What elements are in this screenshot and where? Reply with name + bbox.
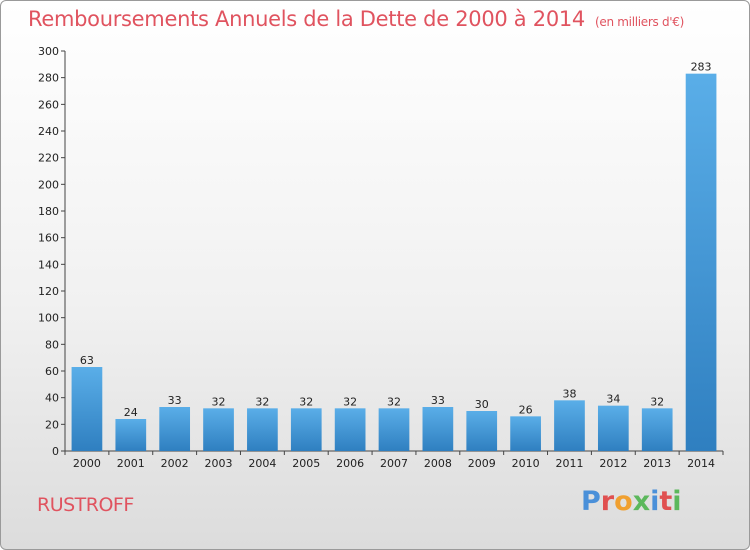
y-tick-label: 40 <box>45 392 59 405</box>
x-tick-label: 2011 <box>555 457 583 470</box>
bar-2004 <box>247 408 278 451</box>
y-tick-label: 60 <box>45 365 59 378</box>
data-label-2011: 38 <box>562 387 576 400</box>
y-tick-label: 80 <box>45 338 59 351</box>
x-tick-label: 2009 <box>468 457 496 470</box>
logo-letter: i <box>650 486 660 517</box>
x-tick-label: 2013 <box>643 457 671 470</box>
title-unit: (en milliers d'€) <box>595 15 685 29</box>
data-label-2014: 283 <box>691 61 712 74</box>
chart-title: Remboursements Annuels de la Dette de 20… <box>28 7 684 31</box>
y-tick-label: 180 <box>38 205 59 218</box>
bar-2014 <box>685 73 717 452</box>
bar-2006 <box>334 408 366 451</box>
proxiti-logo[interactable]: Proxiti <box>581 486 682 517</box>
y-tick-label: 240 <box>38 125 59 138</box>
data-label-2002: 33 <box>168 394 182 407</box>
bars <box>71 73 717 452</box>
y-tick-label: 160 <box>38 232 59 245</box>
data-label-2008: 33 <box>431 394 445 407</box>
logo-letter: t <box>659 486 673 517</box>
commune-name: RUSTROFF <box>37 494 134 516</box>
x-tick-label: 2006 <box>336 457 364 470</box>
y-tick-label: 260 <box>38 98 59 111</box>
x-tick-label: 2012 <box>599 457 627 470</box>
logo-letter: P <box>581 486 601 517</box>
bar-2012 <box>597 405 629 451</box>
data-label-2006: 32 <box>343 395 357 408</box>
x-tick-label: 2014 <box>687 457 715 470</box>
y-tick-label: 200 <box>38 178 59 191</box>
x-axis: 2000 2001 2002 2003 2004 2005 2006 2007 2008 2009… <box>64 450 724 470</box>
bar-2007 <box>378 408 410 451</box>
bar-2002 <box>159 407 191 451</box>
x-tick-label: 2007 <box>380 457 408 470</box>
y-tick-label: 220 <box>38 152 59 165</box>
x-tick-label: 2000 <box>73 457 101 470</box>
data-label-2000: 63 <box>80 354 94 367</box>
x-tick-label: 2004 <box>248 457 276 470</box>
y-axis: 0 20 40 60 80 100 120 140 160 180 200 220 240 260 280 3… <box>38 45 66 458</box>
bar-2008 <box>422 407 454 451</box>
bar-2001 <box>115 419 147 451</box>
data-labels: 63 24 33 32 32 32 32 32 33 30 26 38 34 32 283 <box>80 61 712 419</box>
x-tick-label: 2010 <box>512 457 540 470</box>
x-tick-label: 2002 <box>161 457 189 470</box>
y-tick-label: 0 <box>52 445 59 458</box>
logo-letter: i <box>672 486 682 517</box>
y-tick-label: 140 <box>38 258 59 271</box>
data-label-2007: 32 <box>387 395 401 408</box>
x-tick-label: 2001 <box>117 457 145 470</box>
data-label-2012: 34 <box>606 393 620 406</box>
logo-letter: o <box>614 486 633 517</box>
data-label-2013: 32 <box>650 395 664 408</box>
bar-2011 <box>554 400 585 451</box>
bar-2003 <box>203 408 234 451</box>
bar-2005 <box>290 408 322 451</box>
y-tick-label: 20 <box>45 418 59 431</box>
bar-2010 <box>510 416 541 451</box>
data-label-2010: 26 <box>519 403 533 416</box>
y-tick-label: 280 <box>38 72 59 85</box>
data-label-2005: 32 <box>299 395 313 408</box>
x-tick-label: 2003 <box>205 457 233 470</box>
bar-2009 <box>466 411 498 451</box>
y-tick-label: 100 <box>38 312 59 325</box>
y-tick-label: 300 <box>38 45 59 58</box>
bar-2013 <box>641 408 673 451</box>
title-text: Remboursements Annuels de la Dette de 20… <box>28 7 585 31</box>
x-tick-label: 2008 <box>424 457 452 470</box>
bar-2000 <box>71 367 103 451</box>
data-label-2003: 32 <box>212 395 226 408</box>
data-label-2004: 32 <box>255 395 269 408</box>
data-label-2001: 24 <box>124 406 138 419</box>
data-label-2009: 30 <box>475 398 489 411</box>
y-tick-label: 120 <box>38 285 59 298</box>
x-tick-label: 2005 <box>292 457 320 470</box>
logo-letter: x <box>632 486 651 517</box>
logo-letter: r <box>600 486 615 517</box>
